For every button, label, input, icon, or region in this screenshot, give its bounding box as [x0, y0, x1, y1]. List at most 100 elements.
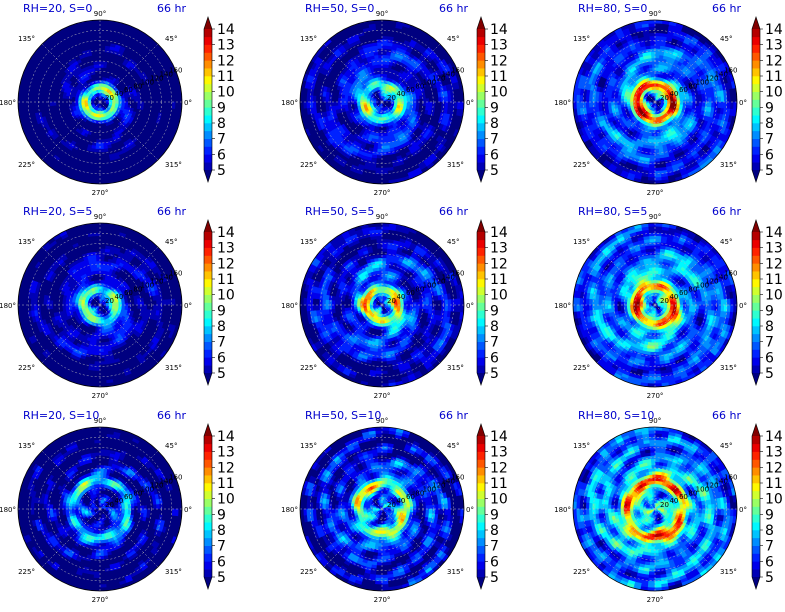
panel-time-label: 66 hr — [157, 2, 186, 15]
radial-tick-label: 40 — [114, 293, 123, 301]
panel-time-label: 66 hr — [157, 409, 186, 422]
colorbar-band — [477, 60, 485, 69]
radial-tick-label: 20 — [660, 501, 669, 509]
angle-tick-label: 270° — [374, 596, 391, 604]
radial-tick-label: 100 — [141, 485, 154, 493]
colorbar-band — [204, 76, 212, 85]
grid-spoke — [41, 43, 101, 103]
colorbar-band — [752, 451, 760, 460]
colorbar-tick-label: 14 — [765, 22, 783, 38]
grid-circle — [28, 437, 172, 581]
colorbar-band — [752, 537, 760, 546]
polar-frame — [572, 222, 738, 388]
colorbar-band — [752, 530, 760, 539]
colorbar-band — [204, 130, 212, 139]
colorbar-tick-label: 7 — [765, 132, 774, 148]
colorbar-band — [204, 498, 212, 507]
grid-spoke — [596, 450, 656, 510]
colorbar-band — [752, 91, 760, 100]
radial-tick-label: 100 — [141, 281, 154, 289]
grid-circle — [583, 233, 727, 377]
radial-tick-label: 80 — [133, 285, 142, 293]
colorbar-band — [477, 318, 485, 327]
colorbar-band — [752, 44, 760, 53]
radial-tick-label: 160 — [451, 474, 464, 482]
colorbar-band — [204, 545, 212, 554]
colorbar-tick-label: 6 — [217, 350, 226, 366]
angle-tick-label: 0° — [466, 302, 474, 310]
colorbar-band — [477, 239, 485, 248]
radial-tick-label: 40 — [114, 497, 123, 505]
angle-tick-label: 0° — [184, 506, 192, 514]
angle-tick-label: 90° — [94, 417, 106, 425]
angle-tick-label: 45° — [447, 35, 459, 43]
colorbar-tick-label: 5 — [217, 366, 226, 382]
colorbar-band — [752, 52, 760, 61]
colorbar-band — [204, 451, 212, 460]
radial-tick-label: 160 — [451, 270, 464, 278]
colorbar-band — [204, 522, 212, 531]
colorbar-band — [477, 232, 485, 241]
colorbar-band — [204, 60, 212, 69]
colorbar-band — [204, 162, 212, 171]
colorbar-tick-label: 8 — [765, 116, 774, 132]
colorbar-band — [477, 553, 485, 562]
radial-tick-label: 60 — [406, 86, 415, 94]
polar-frame — [17, 426, 183, 592]
colorbar-tick-label: 7 — [765, 539, 774, 555]
radial-tick-label: 80 — [133, 489, 142, 497]
angle-tick-label: 45° — [165, 442, 177, 450]
grid-spoke — [323, 450, 383, 510]
radial-tick-label: 80 — [415, 285, 424, 293]
grid-circle — [624, 274, 686, 336]
colorbar-band — [752, 162, 760, 171]
colorbar-band — [204, 349, 212, 358]
grid-circle — [371, 294, 393, 316]
grid-circle — [351, 478, 413, 540]
colorbar-extend-min — [204, 373, 212, 385]
angle-tick-label: 225° — [18, 364, 35, 372]
colorbar-band — [752, 83, 760, 92]
colorbar-band — [752, 286, 760, 295]
angle-tick-label: 135° — [300, 442, 317, 450]
colorbar-band — [204, 341, 212, 350]
angle-tick-label: 225° — [18, 568, 35, 576]
colorbar-band — [752, 318, 760, 327]
panel-title: RH=20, S=10 — [23, 409, 99, 422]
radial-tick-label: 20 — [387, 94, 396, 102]
colorbar-band — [477, 506, 485, 515]
colorbar-band — [752, 365, 760, 374]
colorbar-band — [752, 310, 760, 319]
colorbar-band — [752, 138, 760, 147]
angle-tick-label: 135° — [300, 238, 317, 246]
radial-tick-label: 60 — [124, 289, 133, 297]
colorbar-band — [204, 365, 212, 374]
colorbar-band — [477, 99, 485, 108]
grid-circle — [644, 91, 666, 113]
grid-circle — [89, 498, 111, 520]
colorbar-band — [204, 569, 212, 578]
colorbar-band — [204, 514, 212, 523]
colorbar-band — [752, 506, 760, 515]
radial-tick-label: 160 — [169, 474, 182, 482]
colorbar-band — [204, 115, 212, 124]
colorbar-tick-label: 5 — [490, 570, 499, 586]
colorbar-tick-label: 7 — [765, 335, 774, 351]
grid-spoke — [596, 246, 656, 306]
grid-circle — [603, 50, 707, 154]
panel-title: RH=80, S=0 — [578, 2, 647, 15]
radial-tick-label: 120 — [432, 74, 445, 82]
colorbar-tick-label: 11 — [217, 272, 235, 288]
colorbar-band — [752, 154, 760, 163]
angle-tick-label: 225° — [300, 568, 317, 576]
grid-circle — [603, 457, 707, 561]
colorbar-tick-label: 14 — [217, 22, 235, 38]
grid-circle — [583, 30, 727, 174]
colorbar-band — [204, 483, 212, 492]
colorbar-extend-max — [204, 220, 212, 232]
grid-circle — [603, 253, 707, 357]
grid-spoke — [41, 508, 101, 568]
